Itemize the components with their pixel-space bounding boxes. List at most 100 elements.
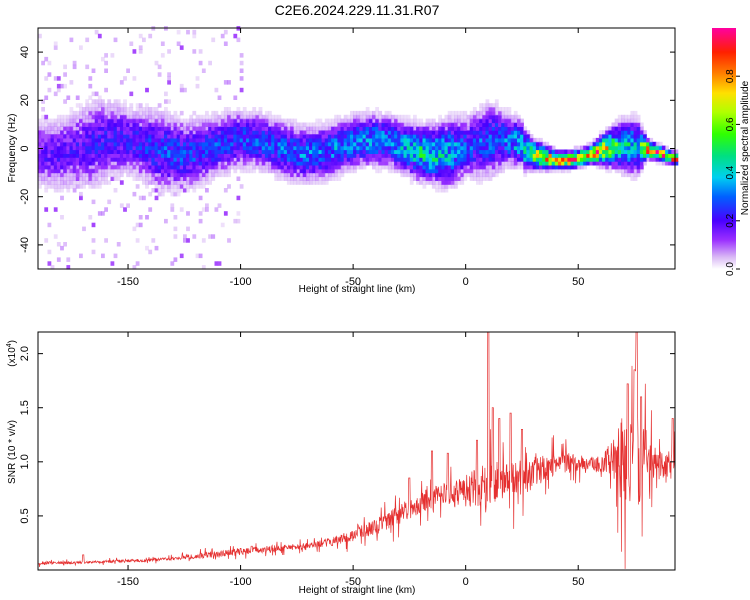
spectrogram-cell xyxy=(157,134,162,139)
spectrogram-cell xyxy=(261,114,266,120)
spectrogram-cell xyxy=(362,114,367,120)
spectrogram-cell xyxy=(63,137,67,143)
spectrogram-cell xyxy=(425,153,430,158)
spectrogram-cell xyxy=(611,161,616,166)
spectrogram-cell xyxy=(457,168,461,174)
spectrogram-cell xyxy=(444,153,449,158)
spectrogram-cell xyxy=(466,114,471,120)
spectrogram-cell xyxy=(44,168,49,174)
spectrogram-cell xyxy=(126,137,130,143)
spectrogram-cell xyxy=(463,126,468,131)
spectrogram-cell xyxy=(97,110,102,116)
spectrogram-cell xyxy=(485,99,490,104)
spectrogram-cell xyxy=(66,130,71,135)
spectrogram-cell xyxy=(422,145,427,151)
spectrogram-cell xyxy=(53,122,58,127)
spectrogram-cell xyxy=(491,157,496,162)
spectrogram-cell xyxy=(359,118,364,124)
spectrogram-cell xyxy=(630,153,635,158)
spectrogram-cell xyxy=(422,122,427,127)
spectrogram-cell xyxy=(97,99,102,104)
spectrogram-cell xyxy=(261,137,266,143)
spectrogram-cell xyxy=(179,157,184,162)
spectrogram-cell xyxy=(633,134,638,139)
spectrogram-cell xyxy=(350,118,354,124)
spectrogram-cell xyxy=(113,172,118,178)
spectrogram-cell xyxy=(151,157,156,162)
spectrogram-cell xyxy=(595,157,600,162)
spectrogram-cell xyxy=(198,130,203,135)
spectrogram-cell xyxy=(403,145,408,151)
spectrogram-cell xyxy=(639,126,644,131)
spectrogram-cell xyxy=(239,68,244,73)
spectrogram-cell xyxy=(205,137,209,143)
spectrogram-cell xyxy=(488,153,493,158)
spectrogram-cell xyxy=(633,118,638,124)
spectrogram-cell xyxy=(321,164,326,170)
spectrogram-cell xyxy=(331,134,335,139)
spectrogram-cell xyxy=(545,157,550,162)
spectrogram-cell xyxy=(160,126,165,131)
spectrogram-cell xyxy=(227,80,231,85)
spectrogram-cell xyxy=(460,168,465,174)
spectrogram-cell xyxy=(539,149,543,154)
spectrogram-cell xyxy=(157,172,162,178)
spectrogram-cell xyxy=(154,149,159,154)
spectrogram-cell xyxy=(75,157,80,162)
spectrogram-cell xyxy=(605,137,609,143)
spectrogram-cell xyxy=(101,157,105,162)
spectrogram-cell xyxy=(79,164,83,170)
spectrogram-cell xyxy=(431,180,436,185)
snr-y-multiplier: (x104) xyxy=(6,340,18,367)
spectrogram-cell xyxy=(494,134,499,139)
spectrogram-cell xyxy=(145,180,149,185)
spectrogram-cell xyxy=(513,118,518,124)
spectrogram-cell xyxy=(85,134,90,139)
spectrogram-cell xyxy=(617,153,622,158)
spectrogram-cell xyxy=(649,153,654,158)
spectrogram-cell xyxy=(504,122,509,127)
spectrogram-cell xyxy=(343,164,348,170)
spectrogram-cell xyxy=(362,137,367,143)
spectrogram-cell xyxy=(148,172,153,178)
spectrogram-cell xyxy=(627,145,632,151)
spectrogram-cell xyxy=(160,141,165,147)
spectrogram-cell xyxy=(192,172,197,178)
spectrogram-cell xyxy=(598,161,603,166)
spectrogram-cell xyxy=(413,172,417,178)
spectrogram-cell xyxy=(674,149,679,154)
spectrogram-cell xyxy=(368,145,373,151)
spectrogram-cell xyxy=(602,149,606,154)
spectrogram-cell xyxy=(375,137,379,143)
spectrogram-cell xyxy=(485,137,490,143)
spectrogram-cell xyxy=(205,110,209,116)
spectrogram-cell xyxy=(529,137,534,143)
spectrogram-cell xyxy=(110,161,115,166)
spectrogram-cell xyxy=(665,149,669,154)
spectrogram-cell xyxy=(476,149,480,154)
spectrogram-cell xyxy=(337,118,342,124)
spectrogram-cell xyxy=(488,164,493,170)
spectrogram-cell xyxy=(145,134,149,139)
spectrogram-cell xyxy=(517,141,521,147)
spectrogram-cell xyxy=(189,126,194,131)
spectrogram-cell xyxy=(157,188,162,193)
spectrogram-cell xyxy=(390,164,395,170)
spectrogram-cell xyxy=(608,153,613,158)
spectrogram-cell xyxy=(655,145,660,151)
spectrogram-cell xyxy=(403,118,408,124)
spectrogram-cell xyxy=(302,126,307,131)
spectrogram-cell xyxy=(350,157,354,162)
spectrogram-cell xyxy=(255,122,260,127)
spectrogram-y-tick-label: 40 xyxy=(19,46,31,58)
spectrogram-cell xyxy=(498,153,502,158)
spectrogram-cell xyxy=(564,164,569,170)
spectrogram-cell xyxy=(375,107,379,112)
spectrogram-cell xyxy=(91,180,96,185)
spectrogram-cell xyxy=(438,114,442,120)
spectrogram-cell xyxy=(498,110,502,116)
spectrogram-cell xyxy=(183,172,187,178)
spectrogram-cell xyxy=(595,161,600,166)
spectrogram-cell xyxy=(135,176,140,181)
spectrogram-cell xyxy=(94,122,99,127)
